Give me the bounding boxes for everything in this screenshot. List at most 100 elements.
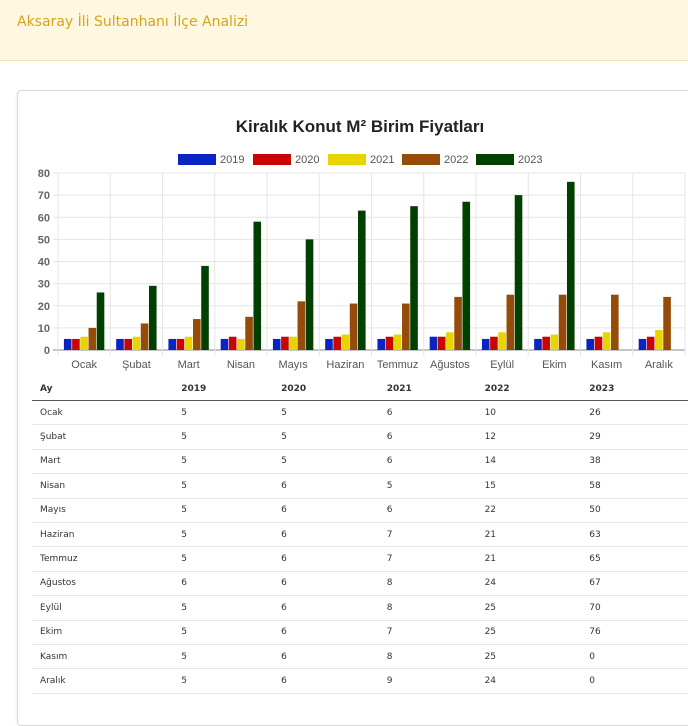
- bar-2022-Mayıs: [297, 301, 306, 350]
- table-cell-month: Ekim: [32, 620, 174, 645]
- bar-2020-Ocak: [72, 338, 80, 350]
- table-cell-2023: 50: [581, 498, 688, 523]
- table-cell-2022: 25: [476, 595, 582, 621]
- x-tick-label: Temmuz: [377, 359, 419, 371]
- y-tick-label: 40: [38, 257, 50, 269]
- bar-2020-Mart: [176, 338, 185, 350]
- table-cell-2019: 5: [173, 595, 274, 621]
- table-row: Ekim 5 6 7 25 76: [32, 620, 688, 645]
- table-cell-2022: 21: [476, 546, 582, 572]
- legend-swatch-2019[interactable]: [178, 154, 216, 165]
- bar-2020-Ağustos: [437, 336, 446, 350]
- bar-2021-Ağustos: [446, 332, 454, 350]
- table-cell-2019: 6: [173, 571, 274, 597]
- data-table: Ay 2019 2020 2021 2022 2023 Ocak 5 5 6 10 26 Şubat 5…: [32, 378, 688, 694]
- table-cell-2020: 6: [273, 473, 379, 499]
- table-cell-2023: 76: [581, 620, 688, 645]
- legend-label-2021[interactable]: 2021: [370, 154, 394, 166]
- table-cell-2019: 5: [173, 522, 274, 548]
- bar-2019-Temmuz: [377, 338, 386, 350]
- legend-swatch-2022[interactable]: [402, 154, 440, 165]
- table-cell-2019: 5: [173, 449, 274, 475]
- bar-2021-Mart: [184, 336, 193, 350]
- bar-2022-Ekim: [558, 294, 567, 350]
- bar-2022-Nisan: [245, 316, 253, 350]
- table-cell-2023: 0: [581, 644, 688, 670]
- table-cell-2019: 5: [173, 546, 274, 572]
- x-tick-label: Ağustos: [430, 359, 470, 371]
- bar-2021-Aralık: [655, 330, 663, 350]
- table-cell-2020: 6: [273, 668, 379, 694]
- table-cell-2021: 8: [378, 571, 477, 597]
- legend-swatch-2021[interactable]: [328, 154, 366, 165]
- table-cell-2021: 9: [378, 668, 477, 694]
- legend-label-2023[interactable]: 2023: [518, 154, 542, 166]
- x-tick-label: Eylül: [490, 359, 514, 371]
- bar-2023-Ocak: [96, 292, 105, 350]
- x-tick-label: Mart: [178, 359, 200, 371]
- table-cell-2020: 5: [273, 449, 379, 475]
- bar-2023-Şubat: [148, 285, 157, 350]
- bar-2021-Şubat: [132, 336, 141, 350]
- table-cell-2019: 5: [173, 498, 274, 523]
- table-cell-2019: 5: [173, 644, 274, 670]
- bar-2020-Şubat: [124, 338, 132, 350]
- table-row: Nisan 5 6 5 15 58: [32, 473, 688, 499]
- bar-2022-Ağustos: [454, 296, 462, 350]
- table-cell-2020: 6: [273, 595, 379, 621]
- table-cell-2020: 6: [273, 620, 379, 645]
- bar-2023-Temmuz: [410, 206, 418, 350]
- table-cell-month: Ağustos: [32, 571, 174, 597]
- table-cell-2021: 8: [378, 644, 477, 670]
- table-cell-month: Ocak: [32, 400, 174, 426]
- bar-2020-Temmuz: [385, 336, 394, 350]
- table-header-month: Ay: [32, 378, 174, 401]
- bar-2022-Mart: [193, 319, 201, 350]
- bar-2019-Haziran: [325, 338, 333, 350]
- table-cell-2019: 5: [173, 424, 274, 450]
- y-tick-label: 20: [38, 301, 50, 313]
- table-cell-2021: 7: [378, 546, 477, 572]
- legend-label-2020[interactable]: 2020: [295, 154, 319, 166]
- y-tick-label: 70: [38, 190, 50, 202]
- table-cell-2022: 22: [476, 498, 582, 523]
- table-cell-2021: 7: [378, 620, 477, 645]
- y-tick-label: 60: [38, 212, 50, 224]
- legend-label-2022[interactable]: 2022: [444, 154, 468, 166]
- legend-swatch-2020[interactable]: [253, 154, 291, 165]
- table-cell-2022: 25: [476, 620, 582, 645]
- bar-2021-Ocak: [80, 336, 88, 350]
- table-row: Aralık 5 6 9 24 0: [32, 668, 688, 694]
- bar-2022-Temmuz: [402, 303, 410, 350]
- x-tick-label: Mayıs: [278, 359, 308, 371]
- table-cell-2021: 6: [378, 424, 477, 450]
- table-cell-2020: 6: [273, 571, 379, 597]
- table-cell-month: Mayıs: [32, 498, 174, 523]
- table-row: Ocak 5 5 6 10 26: [32, 400, 688, 426]
- bar-2022-Eylül: [506, 294, 515, 350]
- chart-legend[interactable]: 2019 2020 2021 2022 2023: [178, 154, 542, 166]
- bar-2023-Eylül: [514, 195, 523, 350]
- page-title: Aksaray İli Sultanhanı İlçe Analizi: [17, 14, 249, 30]
- chart-grid: 0 10 20 30 40 50 60 70 80: [38, 168, 686, 357]
- table-cell-2023: 67: [581, 571, 688, 597]
- table-cell-2022: 15: [476, 473, 582, 499]
- table-row: Ağustos 6 6 8 24 67: [32, 571, 688, 597]
- table-row: Şubat 5 5 6 12 29: [32, 424, 688, 450]
- bar-2022-Ocak: [88, 327, 97, 350]
- y-tick-label: 0: [44, 345, 50, 357]
- table-cell-2023: 63: [581, 522, 688, 548]
- table-cell-2023: 70: [581, 595, 688, 621]
- table-body: Ocak 5 5 6 10 26 Şubat 5 5 6 12 29 Mart 5 5 6 14 38 Nisan 5…: [32, 400, 688, 694]
- table-cell-2021: 7: [378, 522, 477, 548]
- legend-swatch-2023[interactable]: [476, 154, 514, 165]
- table-cell-2021: 5: [378, 473, 477, 499]
- table-header-2021: 2021: [378, 378, 477, 401]
- bar-2019-Ekim: [534, 338, 542, 350]
- legend-label-2019[interactable]: 2019: [220, 154, 244, 166]
- bar-2020-Ekim: [542, 336, 550, 350]
- bar-2020-Kasım: [594, 336, 603, 350]
- bar-2023-Nisan: [253, 221, 262, 350]
- table-cell-2023: 26: [581, 400, 688, 426]
- table-cell-2019: 5: [173, 620, 274, 645]
